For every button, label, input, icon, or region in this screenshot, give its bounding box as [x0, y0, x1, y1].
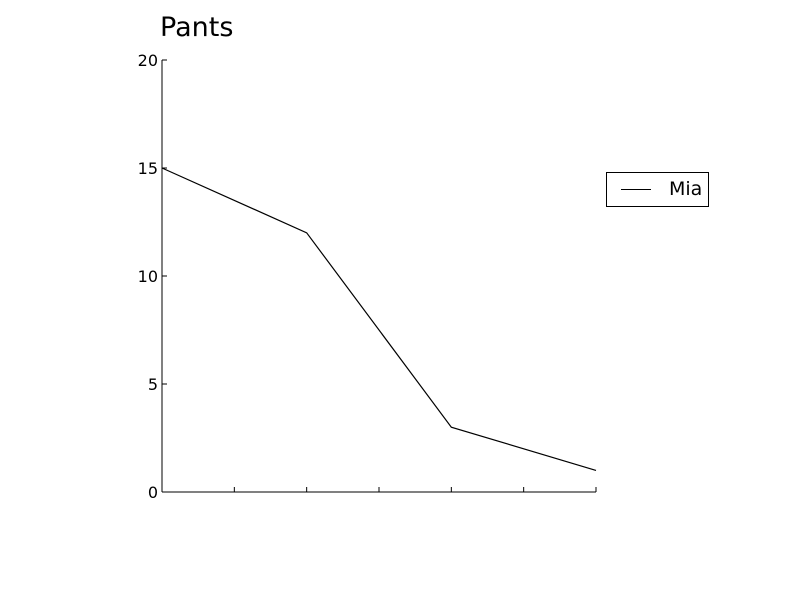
y-tick-label-4: 20 [138, 51, 158, 70]
series-line-mia [161, 167, 597, 471]
legend: Mia [606, 172, 709, 207]
y-tick-label-1: 5 [148, 375, 158, 394]
legend-line-swatch [621, 189, 651, 190]
series-layer [161, 167, 597, 471]
y-tick-label-0: 0 [148, 483, 158, 502]
y-tick-label-3: 15 [138, 159, 158, 178]
y-axis-ticks: 0 5 10 15 20 [138, 51, 167, 502]
x-axis-ticks [161, 487, 597, 492]
chart-title: Pants [160, 12, 234, 43]
y-tick-label-2: 10 [138, 267, 158, 286]
legend-label: Mia [669, 178, 703, 200]
